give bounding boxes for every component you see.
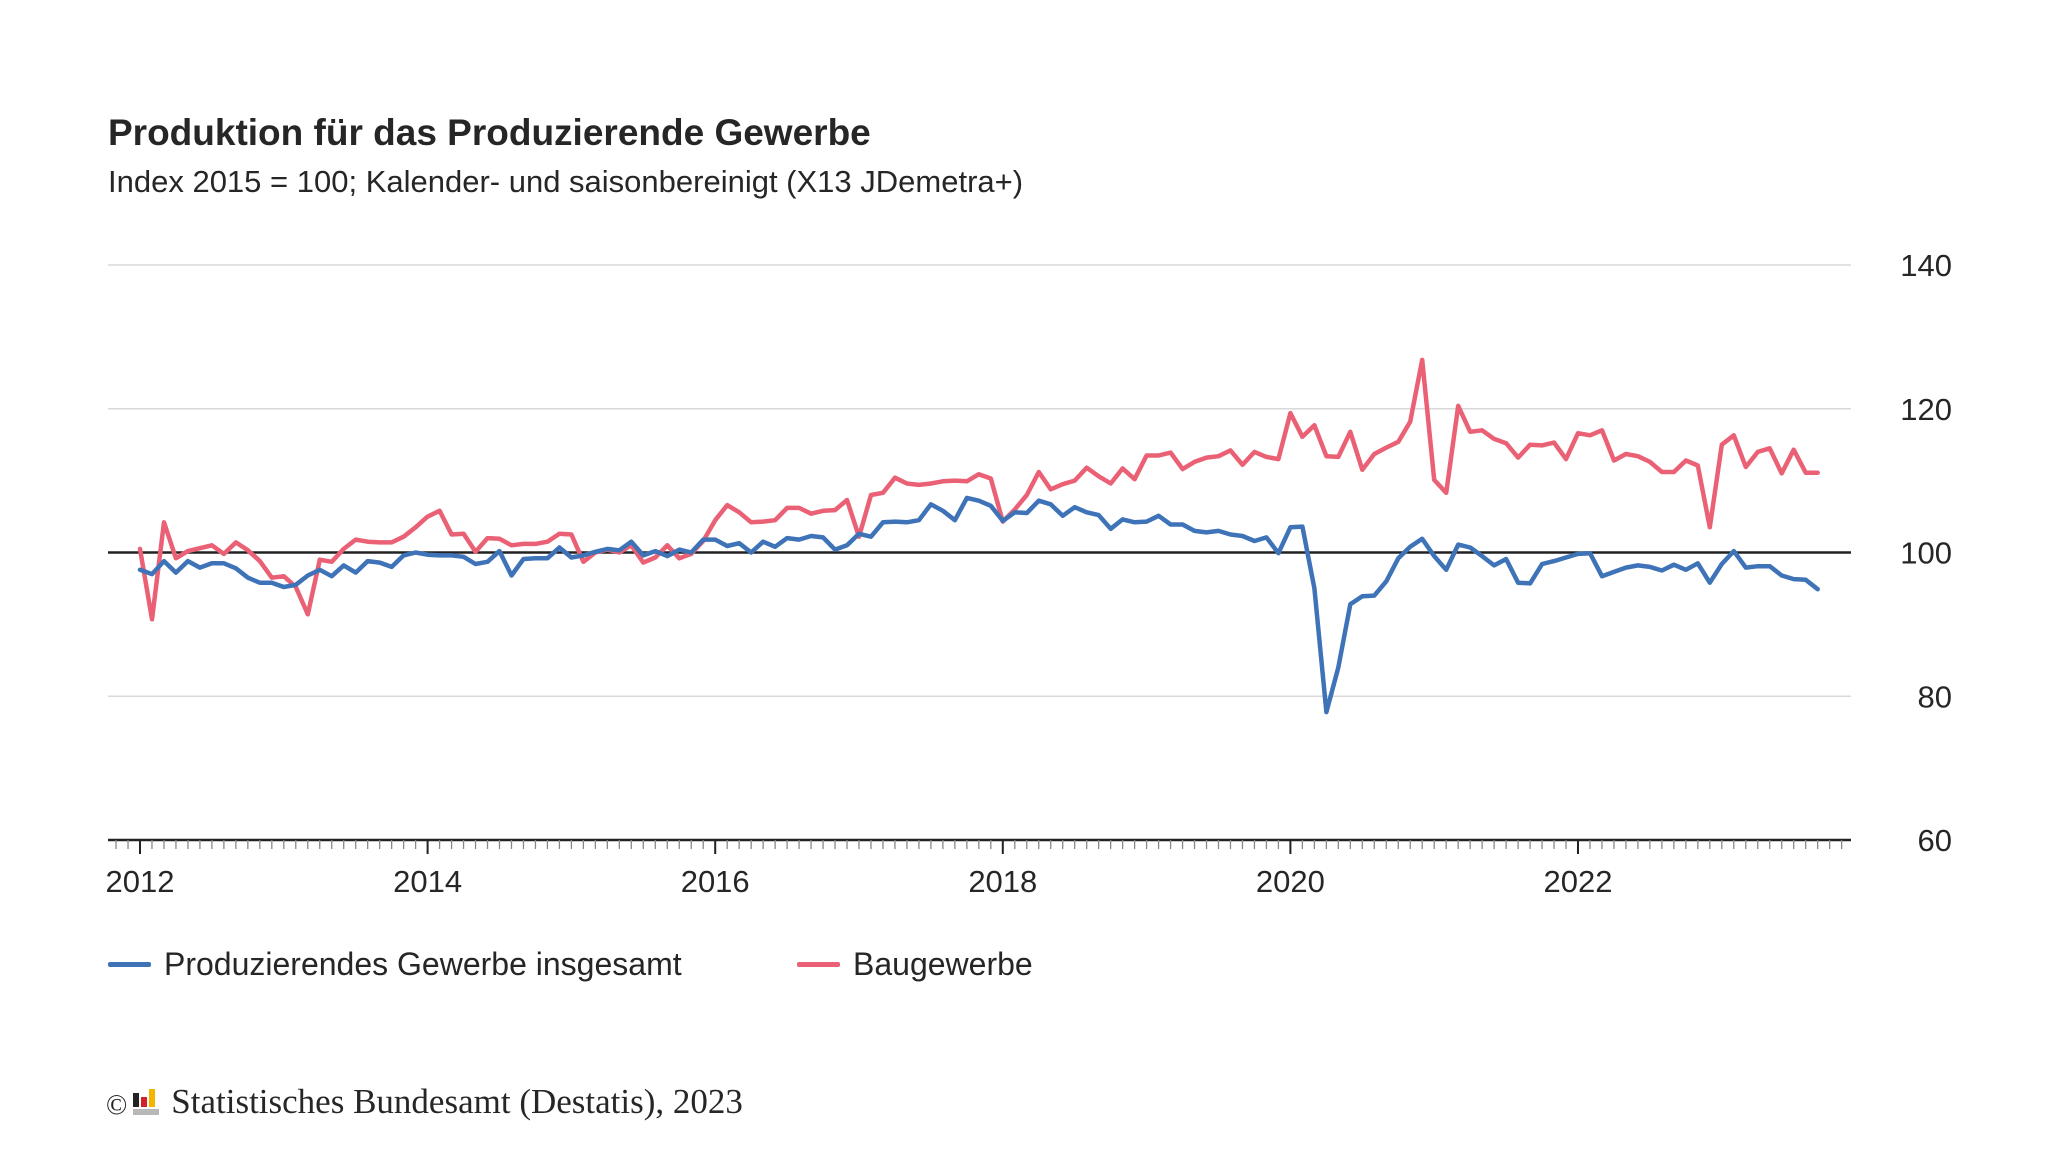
gridlines — [108, 264, 1851, 697]
chart-title: Produktion für das Produzierende Gewerbe — [108, 112, 871, 153]
series-line-produzierendes-gewerbe-insgesamt — [137, 495, 1820, 715]
legend-item-baugewerbe[interactable]: Baugewerbe — [797, 946, 1033, 983]
y-tick-label: 60 — [1918, 823, 1952, 858]
x-tick-label: 2012 — [106, 864, 175, 899]
legend-swatch-red — [797, 962, 840, 967]
x-tick-label: 2020 — [1256, 864, 1325, 899]
series-points — [139, 359, 1818, 620]
legend-swatch-blue — [108, 962, 151, 967]
y-tick-label: 100 — [1900, 536, 1952, 571]
y-tick-label: 120 — [1900, 392, 1952, 427]
legend-label: Produzierendes Gewerbe insgesamt — [164, 946, 682, 982]
legend-label: Baugewerbe — [853, 946, 1033, 982]
y-axis-ticks: 60 80 100 120 140 — [1900, 248, 1952, 858]
x-tick-label: 2014 — [393, 864, 462, 899]
x-tick-label: 2016 — [681, 864, 750, 899]
y-tick-label: 80 — [1918, 679, 1952, 714]
series-line-baugewerbe — [137, 357, 1820, 622]
series-points — [139, 497, 1818, 713]
series-lines — [137, 357, 1820, 715]
y-tick-label: 140 — [1900, 248, 1952, 283]
copyright-symbol: © — [106, 1090, 128, 1121]
source-text: Statistisches Bundesamt (Destatis), 2023 — [171, 1082, 743, 1121]
destatis-logo-icon — [133, 1089, 163, 1115]
x-tick-label: 2022 — [1544, 864, 1613, 899]
chart-subtitle: Index 2015 = 100; Kalender- und saisonbe… — [108, 164, 1024, 199]
x-tick-label: 2018 — [968, 864, 1037, 899]
legend-item-produzierendes-gewerbe[interactable]: Produzierendes Gewerbe insgesamt — [108, 946, 682, 983]
source-footer: © Statistisches Bundesamt (Destatis), 20… — [106, 1082, 743, 1122]
x-axis: 2012 2014 2016 2018 2020 2022 — [106, 838, 1851, 899]
